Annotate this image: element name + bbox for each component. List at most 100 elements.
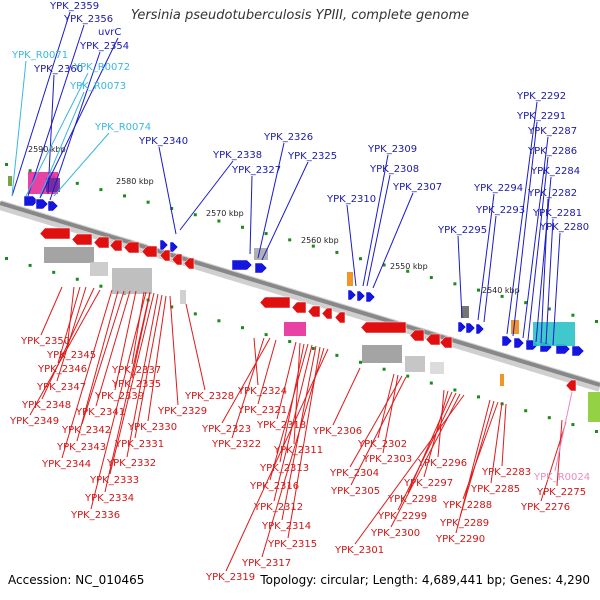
- forward-gene-arrow: [35, 198, 49, 210]
- upper-tick-dot: [75, 181, 79, 185]
- pseudo-connector: [554, 391, 573, 472]
- reverse-gene-label: YPK_2322: [211, 439, 261, 450]
- upper-tick-dot: [311, 244, 315, 248]
- feature-block: [347, 272, 353, 286]
- lower-tick-dot: [453, 388, 457, 392]
- reverse-connector: [134, 294, 163, 439]
- forward-connector: [512, 121, 538, 337]
- forward-gene-arrow: [465, 322, 476, 334]
- genome-backbone: [0, 201, 600, 387]
- reverse-connector: [57, 286, 81, 364]
- reverse-gene-arrow: [259, 296, 291, 309]
- reverse-gene-label: YPK_2333: [89, 475, 139, 486]
- forward-gene-label: YPK_2325: [287, 151, 337, 162]
- reverse-gene-label: YPK_2311: [273, 445, 323, 456]
- forward-gene-arrow: [356, 290, 366, 302]
- forward-connector: [257, 142, 285, 259]
- reverse-gene-arrow: [321, 307, 333, 320]
- lower-tick-dot: [311, 346, 315, 350]
- forward-gene-arrow: [475, 323, 485, 335]
- forward-gene-label: YPK_2307: [392, 182, 442, 193]
- forward-connector: [372, 192, 414, 289]
- feature-block: [405, 356, 425, 372]
- forward-connector: [362, 154, 389, 287]
- feature-block: [588, 392, 600, 422]
- forward-connector: [39, 37, 119, 199]
- reverse-connector: [349, 375, 403, 468]
- upper-tick-dot: [500, 294, 504, 298]
- scale-label: 2540 kbp: [482, 286, 520, 295]
- lower-tick-dot: [241, 326, 244, 330]
- upper-tick-dot: [5, 163, 8, 166]
- reverse-gene-label: YPK_2347: [36, 382, 86, 393]
- reverse-gene-arrow: [291, 301, 307, 314]
- reverse-connector: [61, 289, 113, 459]
- accession-text: Accession: NC_010465: [8, 573, 145, 587]
- reverse-gene-arrow: [307, 305, 321, 318]
- forward-gene-label: YPK_2360: [33, 64, 83, 75]
- forward-gene-label: YPK_2282: [527, 188, 577, 199]
- forward-gene-label: YPK_2326: [263, 132, 313, 143]
- reverse-gene-arrow: [425, 333, 441, 346]
- lower-tick-dot: [193, 312, 197, 316]
- reverse-connector: [126, 293, 159, 458]
- reverse-gene-label: YPK_2337: [111, 365, 161, 376]
- feature-block: [362, 345, 402, 363]
- reverse-gene-label: YPK_2332: [106, 458, 156, 469]
- lower-tick-dot: [28, 263, 32, 267]
- reverse-gene-arrow: [39, 227, 71, 240]
- reverse-connector: [109, 292, 155, 475]
- forward-connector: [346, 204, 357, 287]
- upper-tick-dot: [524, 301, 528, 305]
- reverse-gene-label: YPK_2288: [442, 500, 492, 511]
- reverse-gene-label: YPK_2329: [157, 406, 207, 417]
- feature-block: [8, 176, 12, 186]
- rna-connector: [53, 132, 110, 197]
- reverse-connector: [397, 392, 457, 511]
- feature-block: [430, 362, 444, 374]
- reverse-connector: [40, 286, 63, 336]
- upper-tick-dot: [123, 194, 126, 198]
- forward-connector: [522, 136, 549, 339]
- reverse-gene-label: YPK_2298: [387, 494, 437, 505]
- forward-gene-label: YPK_2327: [231, 165, 281, 176]
- reverse-gene-arrow: [334, 311, 346, 324]
- upper-tick-dot: [193, 213, 197, 217]
- lower-tick-dot: [75, 277, 79, 281]
- reverse-connector: [350, 376, 407, 486]
- upper-tick-dot: [217, 219, 221, 223]
- forward-gene-label: YPK_2281: [532, 208, 582, 219]
- forward-connector: [366, 174, 391, 287]
- reverse-gene-arrow: [71, 233, 93, 246]
- upper-tick-dot: [406, 269, 410, 273]
- forward-gene-arrow: [159, 239, 169, 251]
- forward-gene-arrow: [23, 195, 39, 207]
- forward-gene-arrow: [365, 291, 376, 303]
- forward-gene-arrow: [457, 321, 467, 333]
- forward-gene-label: YPK_2354: [79, 41, 129, 52]
- lower-tick-dot: [335, 353, 339, 357]
- reverse-gene-label: YPK_2348: [21, 400, 71, 411]
- reverse-gene-arrow: [93, 236, 110, 249]
- upper-tick-dot: [547, 307, 551, 311]
- reverse-connector: [273, 344, 313, 502]
- lower-tick-dot: [99, 284, 103, 288]
- forward-gene-label: YPK_2293: [475, 205, 525, 216]
- reverse-gene-label: YPK_2285: [470, 484, 520, 495]
- lower-tick-dot: [264, 333, 268, 337]
- reverse-connector: [185, 303, 206, 391]
- reverse-gene-label: YPK_2299: [377, 511, 427, 522]
- forward-connector: [11, 11, 71, 197]
- reverse-gene-label: YPK_2276: [520, 502, 570, 513]
- rna-connector: [39, 91, 85, 197]
- reverse-gene-label: YPK_2343: [56, 442, 106, 453]
- upper-tick-dot: [595, 320, 598, 323]
- reverse-gene-label: YPK_2297: [403, 478, 453, 489]
- reverse-connector: [407, 391, 453, 494]
- lower-tick-dot: [170, 305, 174, 309]
- reverse-connector: [81, 290, 125, 425]
- forward-gene-label: YPK_2310: [326, 194, 376, 205]
- reverse-gene-label: YPK_2303: [362, 454, 412, 465]
- reverse-gene-label: YPK_2336: [70, 510, 120, 521]
- reverse-gene-arrow: [171, 253, 183, 266]
